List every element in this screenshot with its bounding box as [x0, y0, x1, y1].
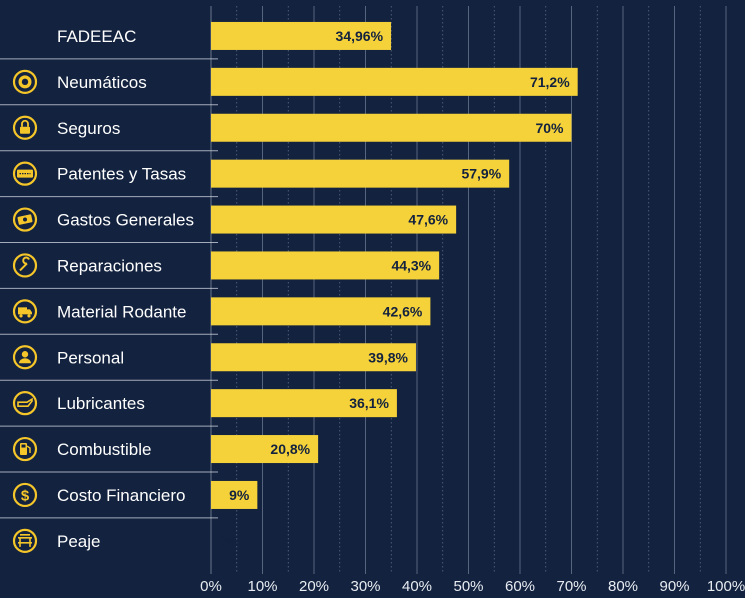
value-label-costo-financiero: 9% — [229, 487, 250, 503]
value-label-personal: 39,8% — [368, 349, 408, 365]
category-label-fadeeac: FADEEAC — [57, 27, 136, 46]
grid-lines — [210, 6, 727, 574]
bar-combustible — [211, 435, 319, 464]
svg-text:$: $ — [21, 487, 30, 504]
row-separators — [0, 58, 218, 519]
dollar-icon: $ — [12, 482, 38, 508]
x-axis-ticks: 0% 10% 20% 30% 40% 50% 60% 70% 80% 90% 100% — [200, 578, 745, 595]
category-label-reparaciones: Reparaciones — [57, 256, 162, 275]
x-tick-label: 0% — [200, 578, 222, 595]
person-icon — [12, 345, 38, 370]
category-icons: $ — [12, 69, 38, 553]
category-label-gastos-generales: Gastos Generales — [57, 211, 194, 230]
category-label-combustible: Combustible — [57, 440, 152, 459]
x-tick-label: 40% — [402, 578, 432, 595]
bar-personal — [211, 343, 416, 372]
bar-reparaciones — [211, 251, 440, 280]
oil-can-icon — [12, 391, 38, 416]
money-icon — [12, 207, 38, 232]
bars — [211, 21, 578, 509]
bar-fadeeac — [211, 21, 392, 50]
category-label-peaje: Peaje — [57, 532, 100, 551]
value-label-reparaciones: 44,3% — [391, 257, 431, 273]
x-tick-label: 100% — [707, 578, 745, 595]
bar-costo-financiero — [211, 480, 258, 509]
value-label-lubricantes: 36,1% — [349, 395, 389, 411]
value-label-gastos-generales: 47,6% — [408, 212, 448, 228]
x-tick-label: 50% — [453, 578, 483, 595]
toll-booth-icon — [12, 528, 38, 553]
bar-material-rodante — [211, 297, 431, 326]
x-tick-label: 10% — [247, 578, 277, 595]
category-label-personal: Personal — [57, 348, 124, 367]
x-tick-label: 70% — [556, 578, 586, 595]
category-label-material-rodante: Material Rodante — [57, 302, 186, 321]
category-labels: FADEEAC Neumáticos Seguros Patentes y Tasas… — [57, 27, 194, 551]
x-tick-label: 60% — [505, 578, 535, 595]
wrench-icon — [12, 253, 38, 278]
value-label-seguros: 70% — [535, 120, 564, 136]
value-label-patentes-y-tasas: 57,9% — [461, 166, 501, 182]
value-label-fadeeac: 34,96% — [336, 28, 384, 44]
bar-seguros — [211, 113, 572, 142]
category-label-patentes-y-tasas: Patentes y Tasas — [57, 165, 186, 184]
x-tick-label: 30% — [350, 578, 380, 595]
x-tick-label: 90% — [659, 578, 689, 595]
value-labels: 34,96% 71,2% 70% 57,9% 47,6% 44,3% 42,6% 39,8% 3… — [217, 28, 570, 549]
category-label-costo-financiero: Costo Financiero — [57, 486, 186, 505]
x-tick-label: 80% — [608, 578, 638, 595]
category-label-seguros: Seguros — [57, 119, 120, 138]
bar-patentes-y-tasas — [211, 159, 510, 188]
value-label-neumaticos: 71,2% — [530, 74, 570, 90]
bar-gastos-generales — [211, 205, 457, 234]
value-label-material-rodante: 42,6% — [383, 303, 423, 319]
lock-icon — [12, 115, 38, 140]
value-label-combustible: 20,8% — [270, 441, 310, 457]
category-label-neumaticos: Neumáticos — [57, 73, 147, 92]
x-tick-label: 20% — [299, 578, 329, 595]
bar-lubricantes — [211, 389, 397, 418]
fuel-pump-icon — [12, 436, 38, 462]
truck-icon — [12, 299, 38, 324]
bar-neumaticos — [211, 67, 578, 96]
value-label-peaje: 0% — [217, 533, 238, 549]
category-label-lubricantes: Lubricantes — [57, 394, 145, 413]
tire-icon — [12, 69, 38, 94]
license-plate-icon — [12, 161, 38, 186]
